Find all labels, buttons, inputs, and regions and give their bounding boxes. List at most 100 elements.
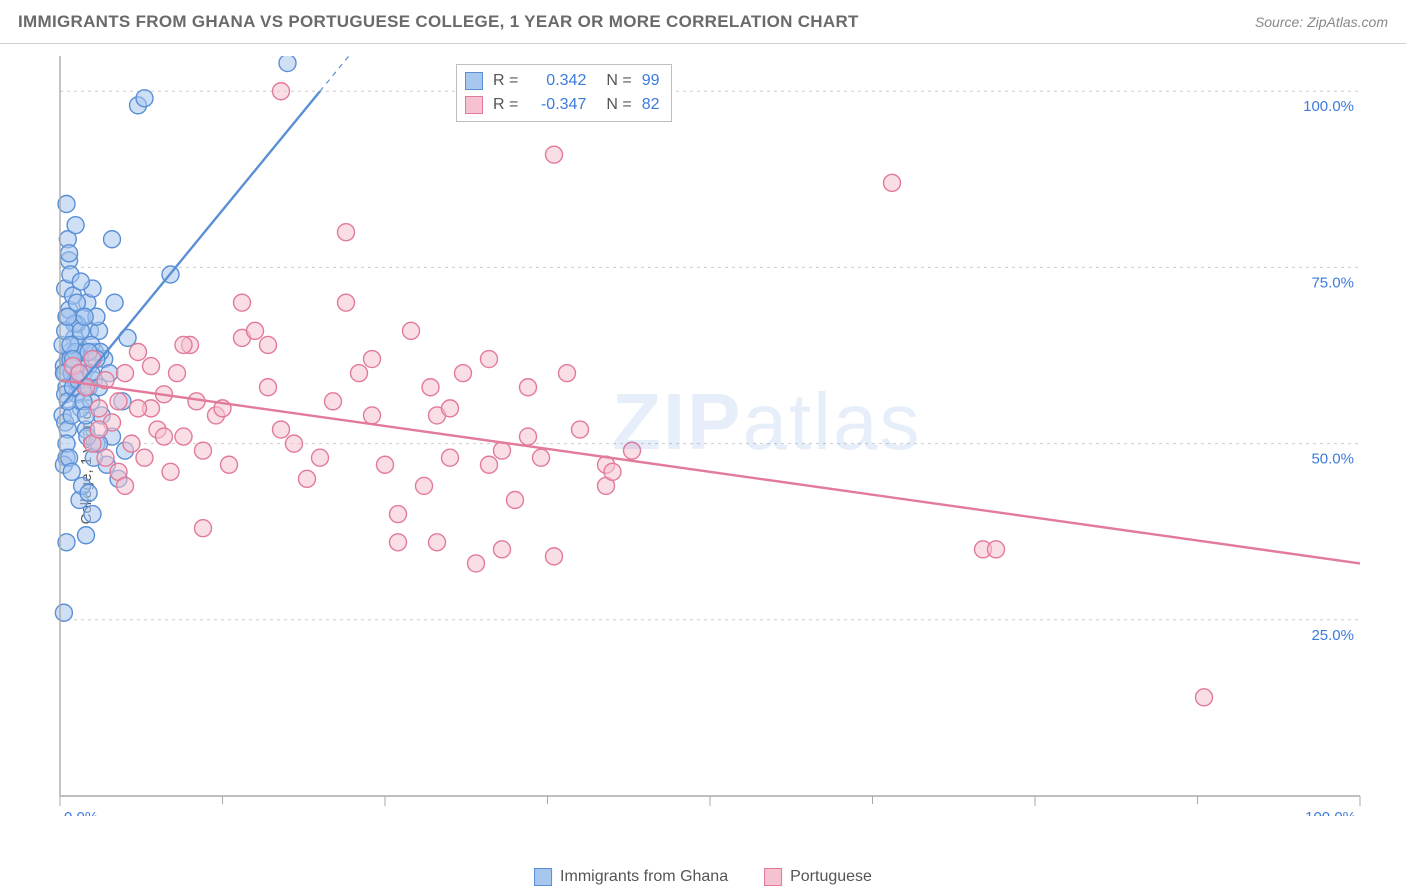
data-point: [325, 393, 342, 410]
data-point: [988, 541, 1005, 558]
data-point: [884, 174, 901, 191]
data-point: [175, 428, 192, 445]
data-point: [78, 379, 95, 396]
legend-item-ghana: Immigrants from Ghana: [534, 868, 728, 886]
source-prefix: Source:: [1255, 14, 1307, 30]
x-tick-label: 0.0%: [64, 809, 98, 816]
legend-label: Immigrants from Ghana: [560, 868, 728, 886]
data-point: [455, 365, 472, 382]
data-point: [117, 365, 134, 382]
scatter-chart: 25.0% 50.0% 75.0% 100.0% 0.0% 100.0%: [50, 56, 1370, 816]
swatch-icon: [764, 868, 782, 886]
y-tick-label: 50.0%: [1311, 451, 1354, 468]
data-point: [279, 56, 296, 72]
data-point: [442, 400, 459, 417]
data-point: [559, 365, 576, 382]
data-point: [247, 322, 264, 339]
data-point: [546, 146, 563, 163]
data-point: [273, 83, 290, 100]
data-point: [520, 428, 537, 445]
data-point: [63, 463, 80, 480]
data-point: [97, 449, 114, 466]
swatch-icon: [534, 868, 552, 886]
data-point: [390, 534, 407, 551]
data-point: [468, 555, 485, 572]
y-tick-label: 100.0%: [1303, 98, 1354, 115]
data-point: [84, 506, 101, 523]
x-tick-label: 100.0%: [1305, 809, 1356, 816]
data-point: [169, 365, 186, 382]
y-tick-label: 25.0%: [1311, 627, 1354, 644]
n-value: 99: [642, 72, 660, 90]
data-point: [338, 294, 355, 311]
data-point: [67, 217, 84, 234]
r-value: -0.347: [528, 96, 586, 114]
chart-title: IMMIGRANTS FROM GHANA VS PORTUGUESE COLL…: [18, 12, 859, 32]
data-point: [572, 421, 589, 438]
data-point: [55, 604, 72, 621]
data-point: [130, 344, 147, 361]
data-point: [1196, 689, 1213, 706]
data-point: [338, 224, 355, 241]
data-point: [520, 379, 537, 396]
data-point: [117, 477, 134, 494]
data-point: [546, 548, 563, 565]
data-point: [533, 449, 550, 466]
data-point: [481, 351, 498, 368]
legend-item-portuguese: Portuguese: [764, 868, 872, 886]
r-value: 0.342: [528, 72, 586, 90]
data-point: [143, 358, 160, 375]
data-point: [175, 336, 192, 353]
n-label: N =: [606, 72, 631, 90]
legend-label: Portuguese: [790, 868, 872, 886]
data-point: [364, 407, 381, 424]
y-tick-label: 75.0%: [1311, 274, 1354, 291]
n-value: 82: [642, 96, 660, 114]
data-point: [312, 449, 329, 466]
data-point: [156, 428, 173, 445]
data-point: [403, 322, 420, 339]
data-point: [72, 273, 89, 290]
data-point: [481, 456, 498, 473]
data-point: [260, 379, 277, 396]
data-point: [80, 484, 97, 501]
data-point: [442, 449, 459, 466]
data-point: [136, 449, 153, 466]
data-point: [604, 463, 621, 480]
data-point: [416, 477, 433, 494]
trend-line-ghana: [60, 91, 320, 408]
data-point: [136, 90, 153, 107]
data-point: [76, 308, 93, 325]
data-point: [260, 336, 277, 353]
data-point: [507, 492, 524, 509]
trend-line-dashed-ghana: [320, 56, 424, 91]
data-point: [422, 379, 439, 396]
data-point: [195, 442, 212, 459]
data-point: [273, 421, 290, 438]
data-point: [84, 351, 101, 368]
data-point: [91, 400, 108, 417]
series-portuguese: [65, 83, 1213, 706]
plot-area: 25.0% 50.0% 75.0% 100.0% 0.0% 100.0%: [50, 56, 1370, 816]
data-point: [91, 421, 108, 438]
data-point: [221, 456, 238, 473]
data-point: [123, 435, 140, 452]
data-point: [61, 245, 78, 262]
swatch-icon: [465, 96, 483, 114]
swatch-icon: [465, 72, 483, 90]
data-point: [390, 506, 407, 523]
data-point: [195, 520, 212, 537]
data-point: [377, 456, 394, 473]
r-label: R =: [493, 96, 518, 114]
stat-row-ghana: R = 0.342 N = 99: [465, 69, 659, 93]
data-point: [130, 400, 147, 417]
data-point: [624, 442, 641, 459]
source-attribution: Source: ZipAtlas.com: [1255, 14, 1388, 30]
series-legend: Immigrants from Ghana Portuguese: [534, 868, 872, 886]
source-name: ZipAtlas.com: [1307, 14, 1388, 30]
r-label: R =: [493, 72, 518, 90]
data-point: [494, 442, 511, 459]
data-point: [429, 534, 446, 551]
title-bar: IMMIGRANTS FROM GHANA VS PORTUGUESE COLL…: [0, 0, 1406, 44]
data-point: [494, 541, 511, 558]
